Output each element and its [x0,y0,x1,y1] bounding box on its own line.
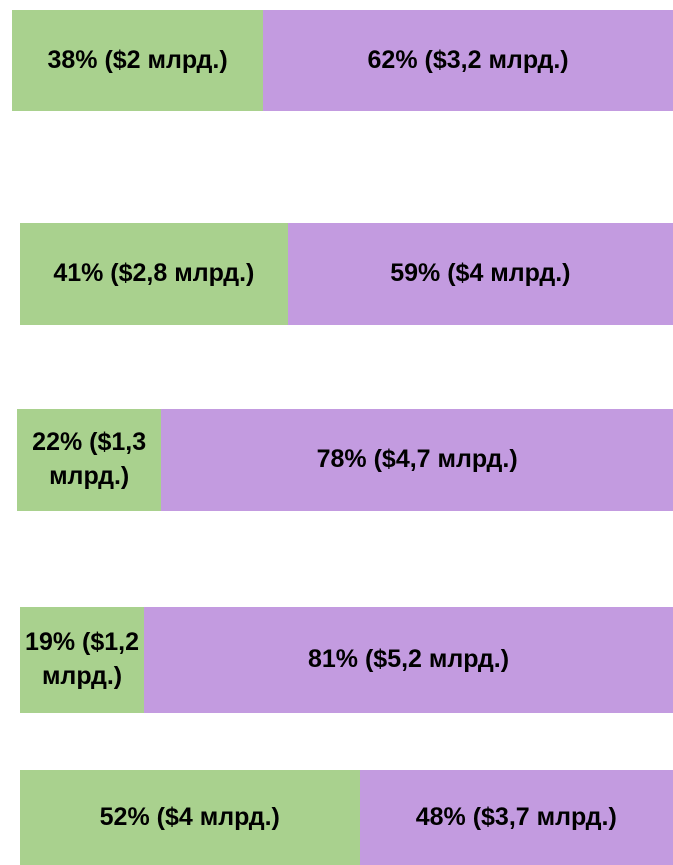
bar-segment: 19% ($1,2 млрд.) [20,607,145,713]
bar-segment: 38% ($2 млрд.) [12,10,264,111]
bar-segment: 41% ($2,8 млрд.) [20,223,288,325]
bar: 38% ($2 млрд.) 62% ($3,2 млрд.) [12,10,673,111]
value-label: 52% ($4 млрд.) [99,802,280,831]
value-label: 22% ($1,3 млрд.) [32,428,147,490]
bar-segment: 59% ($4 млрд.) [287,223,673,325]
bar-segment: 48% ($3,7 млрд.) [359,770,673,865]
value-label: 41% ($2,8 млрд.) [53,259,255,288]
value-label: 48% ($3,7 млрд.) [415,802,617,831]
bar-segment: 52% ($4 млрд.) [20,770,360,865]
bar: 22% ($1,3 млрд.) 78% ($4,7 млрд.) [17,409,673,511]
bar-segment: 78% ($4,7 млрд.) [161,409,673,511]
bar-segment: 81% ($5,2 млрд.) [144,607,673,713]
bar-segment: 22% ($1,3 млрд.) [17,409,162,511]
value-label: 81% ($5,2 млрд.) [307,645,510,674]
bar: 52% ($4 млрд.) 48% ($3,7 млрд.) [20,770,673,865]
bar: 41% ($2,8 млрд.) 59% ($4 млрд.) [20,223,673,325]
bar: 19% ($1,2 млрд.) 81% ($5,2 млрд.) [20,607,673,713]
value-label: 19% ($1,2 млрд.) [25,628,140,690]
bar-segment: 62% ($3,2 млрд.) [263,10,673,111]
value-label: 38% ($2 млрд.) [47,45,228,74]
value-label: 59% ($4 млрд.) [390,259,571,288]
value-label: 78% ($4,7 млрд.) [316,445,518,474]
value-label: 62% ($3,2 млрд.) [367,45,569,74]
